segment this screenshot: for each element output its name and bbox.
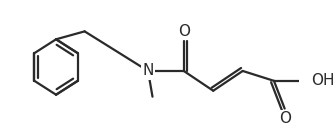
Text: N: N (142, 63, 154, 78)
Text: OH: OH (312, 73, 334, 88)
Text: O: O (178, 24, 190, 39)
Text: O: O (279, 111, 291, 126)
